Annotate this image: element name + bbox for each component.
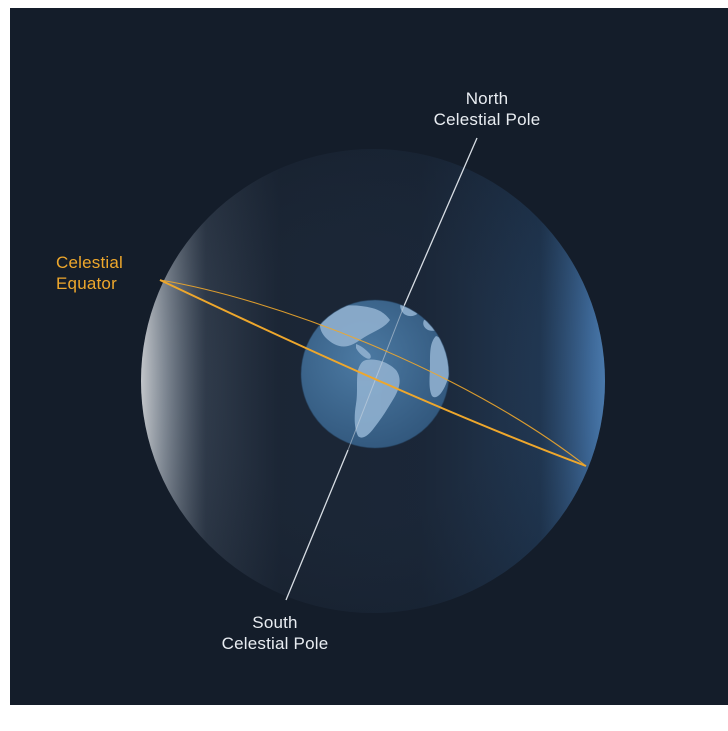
diagram-canvas bbox=[141, 137, 605, 613]
celestial-equator-label: Celestial Equator bbox=[56, 253, 123, 293]
celestial-axis-line-earth bbox=[347, 305, 405, 451]
celestial-axis-line-south bbox=[285, 449, 349, 601]
celestial-axis-line-north bbox=[403, 137, 478, 307]
celestial-sphere-diagram: North Celestial Pole South Celestial Pol… bbox=[10, 8, 728, 705]
north-celestial-pole-label: North Celestial Pole bbox=[433, 89, 541, 129]
earth-globe-icon bbox=[300, 299, 450, 449]
celestial-equator-ring bbox=[159, 279, 587, 467]
south-celestial-pole-label: South Celestial Pole bbox=[221, 613, 329, 653]
